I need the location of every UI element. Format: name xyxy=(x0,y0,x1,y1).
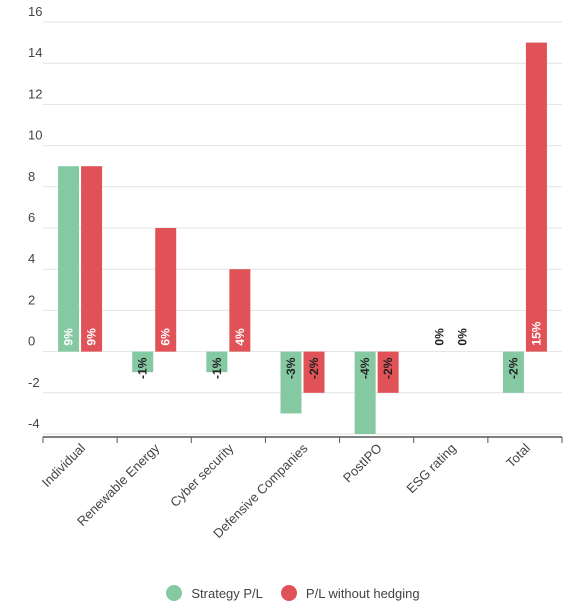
x-tick-label: ESG rating xyxy=(403,441,459,497)
bar-strategy xyxy=(58,166,80,352)
bar-no-hedging xyxy=(229,269,251,352)
x-tick-label: PostIPO xyxy=(340,441,385,486)
value-label: 15% xyxy=(529,321,543,345)
y-tick-label: 16 xyxy=(28,4,42,19)
y-tick-label: 2 xyxy=(28,292,35,307)
value-label: -3% xyxy=(284,357,298,379)
y-tick-label: 0 xyxy=(28,334,35,349)
bar-no-hedging xyxy=(525,42,547,352)
bar-strategy xyxy=(206,351,228,373)
bar-strategy xyxy=(354,351,376,434)
legend-label-strategy: Strategy P/L xyxy=(191,585,263,601)
x-tick-label: Renewable Energy xyxy=(74,440,163,529)
value-label: -2% xyxy=(307,357,321,379)
bar-strategy xyxy=(280,351,302,414)
value-label: -2% xyxy=(381,357,395,379)
y-tick-label: 4 xyxy=(28,251,35,266)
y-tick-label: 8 xyxy=(28,169,35,184)
y-tick-label: 12 xyxy=(28,86,42,101)
value-label: -1% xyxy=(136,357,150,379)
legend-swatch-no-hedging xyxy=(280,585,297,601)
y-tick-label: 14 xyxy=(28,45,42,60)
value-label: -1% xyxy=(210,357,224,379)
legend: Strategy P/L P/L without hedging xyxy=(0,585,586,601)
bar-no-hedging xyxy=(81,166,103,352)
y-tick-label: 10 xyxy=(28,128,42,143)
bar-no-hedging xyxy=(155,228,177,352)
legend-item-strategy: Strategy P/L xyxy=(166,585,263,601)
legend-swatch-strategy xyxy=(166,585,183,601)
x-tick-label: Total xyxy=(503,440,533,470)
value-label: 0% xyxy=(455,328,469,346)
value-label: 9% xyxy=(85,328,99,346)
value-label: -4% xyxy=(358,357,372,379)
bar-strategy xyxy=(132,351,154,373)
bar-no-hedging xyxy=(303,351,325,393)
value-label: 4% xyxy=(233,328,247,346)
legend-label-no-hedging: P/L without hedging xyxy=(305,585,420,601)
value-label: 9% xyxy=(62,328,76,346)
legend-item-no-hedging: P/L without hedging xyxy=(280,585,420,601)
y-tick-label: -2 xyxy=(28,375,40,390)
x-tick-label: Cyber security xyxy=(167,440,237,510)
value-label: 0% xyxy=(432,328,446,346)
y-tick-label: -4 xyxy=(28,416,40,431)
y-tick-label: 6 xyxy=(28,210,35,225)
value-label: -2% xyxy=(506,357,520,379)
value-label: 6% xyxy=(159,328,173,346)
bar-chart: -4 -2 0 2 4 6 8 10 12 14 16 9% 9% Individual -1% 6% Rene… xyxy=(28,4,563,541)
x-tick-label: Individual xyxy=(39,440,89,490)
bar-strategy xyxy=(502,351,524,393)
bar-no-hedging xyxy=(377,351,399,393)
